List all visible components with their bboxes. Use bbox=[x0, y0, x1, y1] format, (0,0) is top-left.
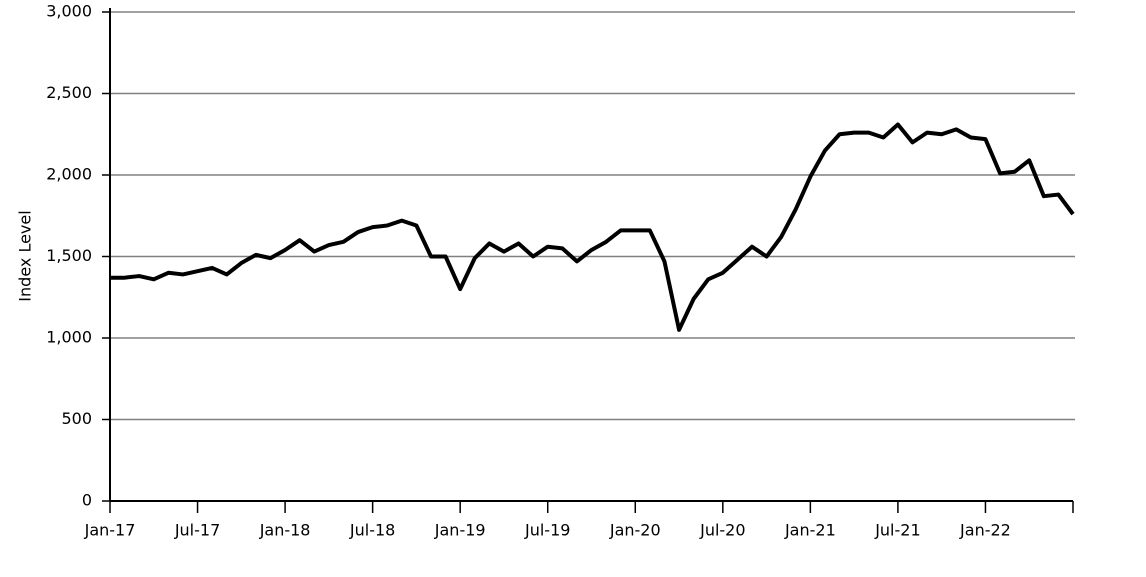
x-tick-label: Jan-21 bbox=[784, 521, 836, 540]
x-tick-label: Jul-20 bbox=[699, 521, 745, 540]
x-tick-label: Jul-19 bbox=[524, 521, 570, 540]
y-tick-label: 1,000 bbox=[46, 328, 92, 347]
y-tick-label: 3,000 bbox=[46, 2, 92, 21]
y-axis-label: Index Level bbox=[16, 210, 35, 301]
y-tick-label: 500 bbox=[61, 409, 92, 428]
y-tick-label: 0 bbox=[82, 491, 92, 510]
y-tick-label: 1,500 bbox=[46, 246, 92, 265]
x-tick-label: Jan-19 bbox=[434, 521, 486, 540]
y-tick-label: 2,000 bbox=[46, 165, 92, 184]
x-tick-label: Jul-21 bbox=[874, 521, 920, 540]
x-tick-label: Jan-20 bbox=[609, 521, 661, 540]
x-tick-label: Jul-18 bbox=[349, 521, 395, 540]
y-tick-label: 2,500 bbox=[46, 83, 92, 102]
x-tick-label: Jan-18 bbox=[259, 521, 311, 540]
x-tick-label: Jul-17 bbox=[174, 521, 220, 540]
line-series bbox=[110, 122, 1075, 332]
x-tick-label: Jan-22 bbox=[959, 521, 1011, 540]
x-tick-label: Jan-17 bbox=[84, 521, 136, 540]
